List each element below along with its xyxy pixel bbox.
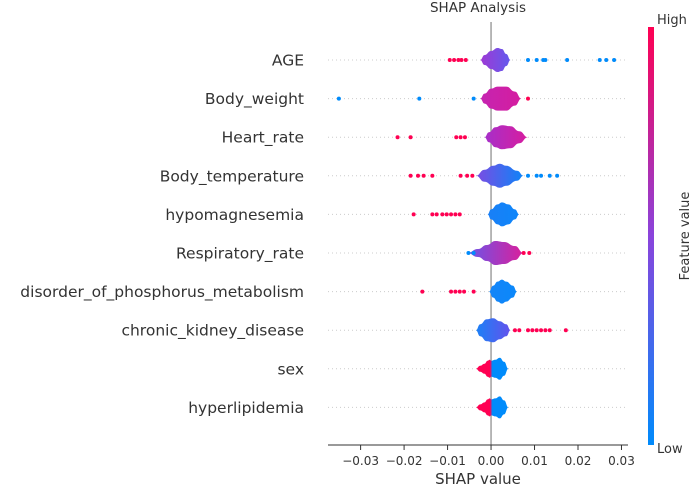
violin-disorder-of-phosphorus-metabolism: [488, 279, 518, 304]
point-low-age: [543, 58, 548, 62]
point-high-disorder-of-phosphorus-metabolism: [457, 289, 462, 294]
point-high-hypomagnesemia: [449, 212, 454, 217]
violin-chronic-kidney-disease: [475, 318, 511, 343]
point-high-chronic-kidney-disease: [563, 328, 568, 333]
violin-sex: [475, 357, 509, 380]
x-axis-label: SHAP value: [435, 470, 521, 487]
point-low-age: [534, 58, 539, 62]
colorbar-high-label: High: [657, 13, 687, 28]
feature-label-body-weight: Body_weight: [205, 90, 304, 109]
point-low-body-weight: [336, 96, 341, 101]
point-high-heart-rate: [395, 135, 400, 140]
point-high-chronic-kidney-disease: [539, 328, 544, 333]
x-tick-label: −0.03: [342, 454, 379, 468]
feature-rows: AGE Body_weight Heart_rate Body_temperature…: [20, 52, 628, 417]
feature-label-sex: sex: [277, 360, 304, 378]
point-high-age: [463, 58, 468, 62]
point-high-body-temperature: [465, 173, 470, 178]
point-high-hypomagnesemia: [453, 212, 458, 217]
point-high-body-temperature: [430, 173, 435, 178]
point-high-hypomagnesemia: [444, 212, 449, 217]
point-high-body-weight: [526, 96, 530, 101]
point-high-heart-rate: [454, 135, 459, 140]
x-tick-label: 0.02: [565, 454, 592, 468]
point-low-age: [565, 58, 570, 62]
violin-respiratory-rate: [467, 241, 524, 265]
x-ticks: −0.03 −0.02 −0.01 0.00 0.01 0.02 0.03: [342, 445, 635, 468]
point-low-age: [612, 58, 617, 62]
point-high-age: [456, 58, 461, 62]
violin-age: [480, 48, 511, 72]
point-low-age: [604, 58, 609, 62]
point-low-body-temperature: [534, 173, 539, 178]
point-high-disorder-of-phosphorus-metabolism: [471, 289, 476, 294]
point-low-body-temperature: [547, 173, 552, 178]
point-high-disorder-of-phosphorus-metabolism: [462, 289, 467, 294]
point-high-body-temperature: [470, 173, 475, 178]
point-high-heart-rate: [458, 135, 463, 140]
feature-label-hyperlipidemia: hyperlipidemia: [188, 399, 304, 417]
feature-label-age: AGE: [272, 52, 304, 70]
violin-heart-rate: [484, 125, 528, 150]
point-low-respiratory-rate: [466, 251, 471, 255]
x-tick-label: −0.01: [429, 454, 466, 468]
point-low-body-temperature: [555, 173, 560, 178]
feature-label-hypomagnesemia: hypomagnesemia: [165, 206, 304, 224]
point-low-age: [526, 58, 530, 62]
point-high-hypomagnesemia: [434, 212, 439, 217]
x-tick-label: 0.03: [608, 454, 635, 468]
point-high-body-temperature: [421, 173, 426, 178]
point-high-chronic-kidney-disease: [517, 328, 522, 333]
feature-label-heart-rate: Heart_rate: [222, 129, 304, 148]
point-low-body-weight: [417, 96, 422, 101]
colorbar-low-label: Low: [657, 442, 683, 457]
point-high-chronic-kidney-disease: [526, 328, 530, 333]
violin-hypomagnesemia: [487, 202, 520, 227]
point-high-age: [459, 58, 464, 62]
x-tick-label: −0.02: [386, 454, 423, 468]
point-high-chronic-kidney-disease: [512, 328, 517, 333]
point-high-heart-rate: [462, 135, 467, 140]
violins: [467, 48, 528, 419]
point-high-heart-rate: [408, 135, 413, 140]
point-high-hypomagnesemia: [430, 212, 435, 217]
point-high-body-temperature: [416, 173, 420, 178]
point-high-age: [452, 58, 457, 62]
colorbar: [648, 27, 654, 445]
point-high-disorder-of-phosphorus-metabolism: [449, 289, 454, 294]
point-high-age: [447, 58, 452, 62]
point-low-body-temperature: [539, 173, 544, 178]
feature-label-respiratory-rate: Respiratory_rate: [176, 245, 304, 264]
outlier-points: [336, 58, 617, 333]
point-high-chronic-kidney-disease: [543, 328, 548, 333]
point-high-chronic-kidney-disease: [547, 328, 552, 333]
colorbar-title: Feature value: [678, 192, 693, 281]
point-low-age: [597, 58, 602, 62]
point-low-respiratory-rate: [471, 251, 476, 255]
point-high-body-temperature: [458, 173, 463, 178]
feature-label-body-temperature: Body_temperature: [160, 167, 304, 186]
point-low-body-temperature: [526, 173, 530, 178]
x-tick-label: 0.01: [521, 454, 548, 468]
point-high-chronic-kidney-disease: [534, 328, 539, 333]
feature-label-chronic-kidney-disease: chronic_kidney_disease: [121, 322, 304, 341]
point-high-hypomagnesemia: [411, 212, 416, 217]
point-high-body-temperature: [408, 173, 413, 178]
x-tick-label: 0.00: [478, 454, 505, 468]
point-low-body-weight: [471, 96, 476, 101]
point-high-chronic-kidney-disease: [530, 328, 535, 333]
point-high-disorder-of-phosphorus-metabolism: [420, 289, 425, 294]
point-high-hypomagnesemia: [440, 212, 445, 217]
violin-body-temperature: [475, 163, 524, 188]
violin-body-weight: [480, 86, 522, 111]
violin-hyperlipidemia: [475, 396, 509, 419]
chart-title: SHAP Analysis: [430, 0, 526, 16]
point-high-disorder-of-phosphorus-metabolism: [453, 289, 458, 294]
feature-label-disorder-of-phosphorus-metabolism: disorder_of_phosphorus_metabolism: [20, 283, 304, 302]
point-high-hypomagnesemia: [457, 212, 462, 217]
point-high-respiratory-rate: [521, 251, 526, 255]
point-high-respiratory-rate: [527, 251, 532, 255]
